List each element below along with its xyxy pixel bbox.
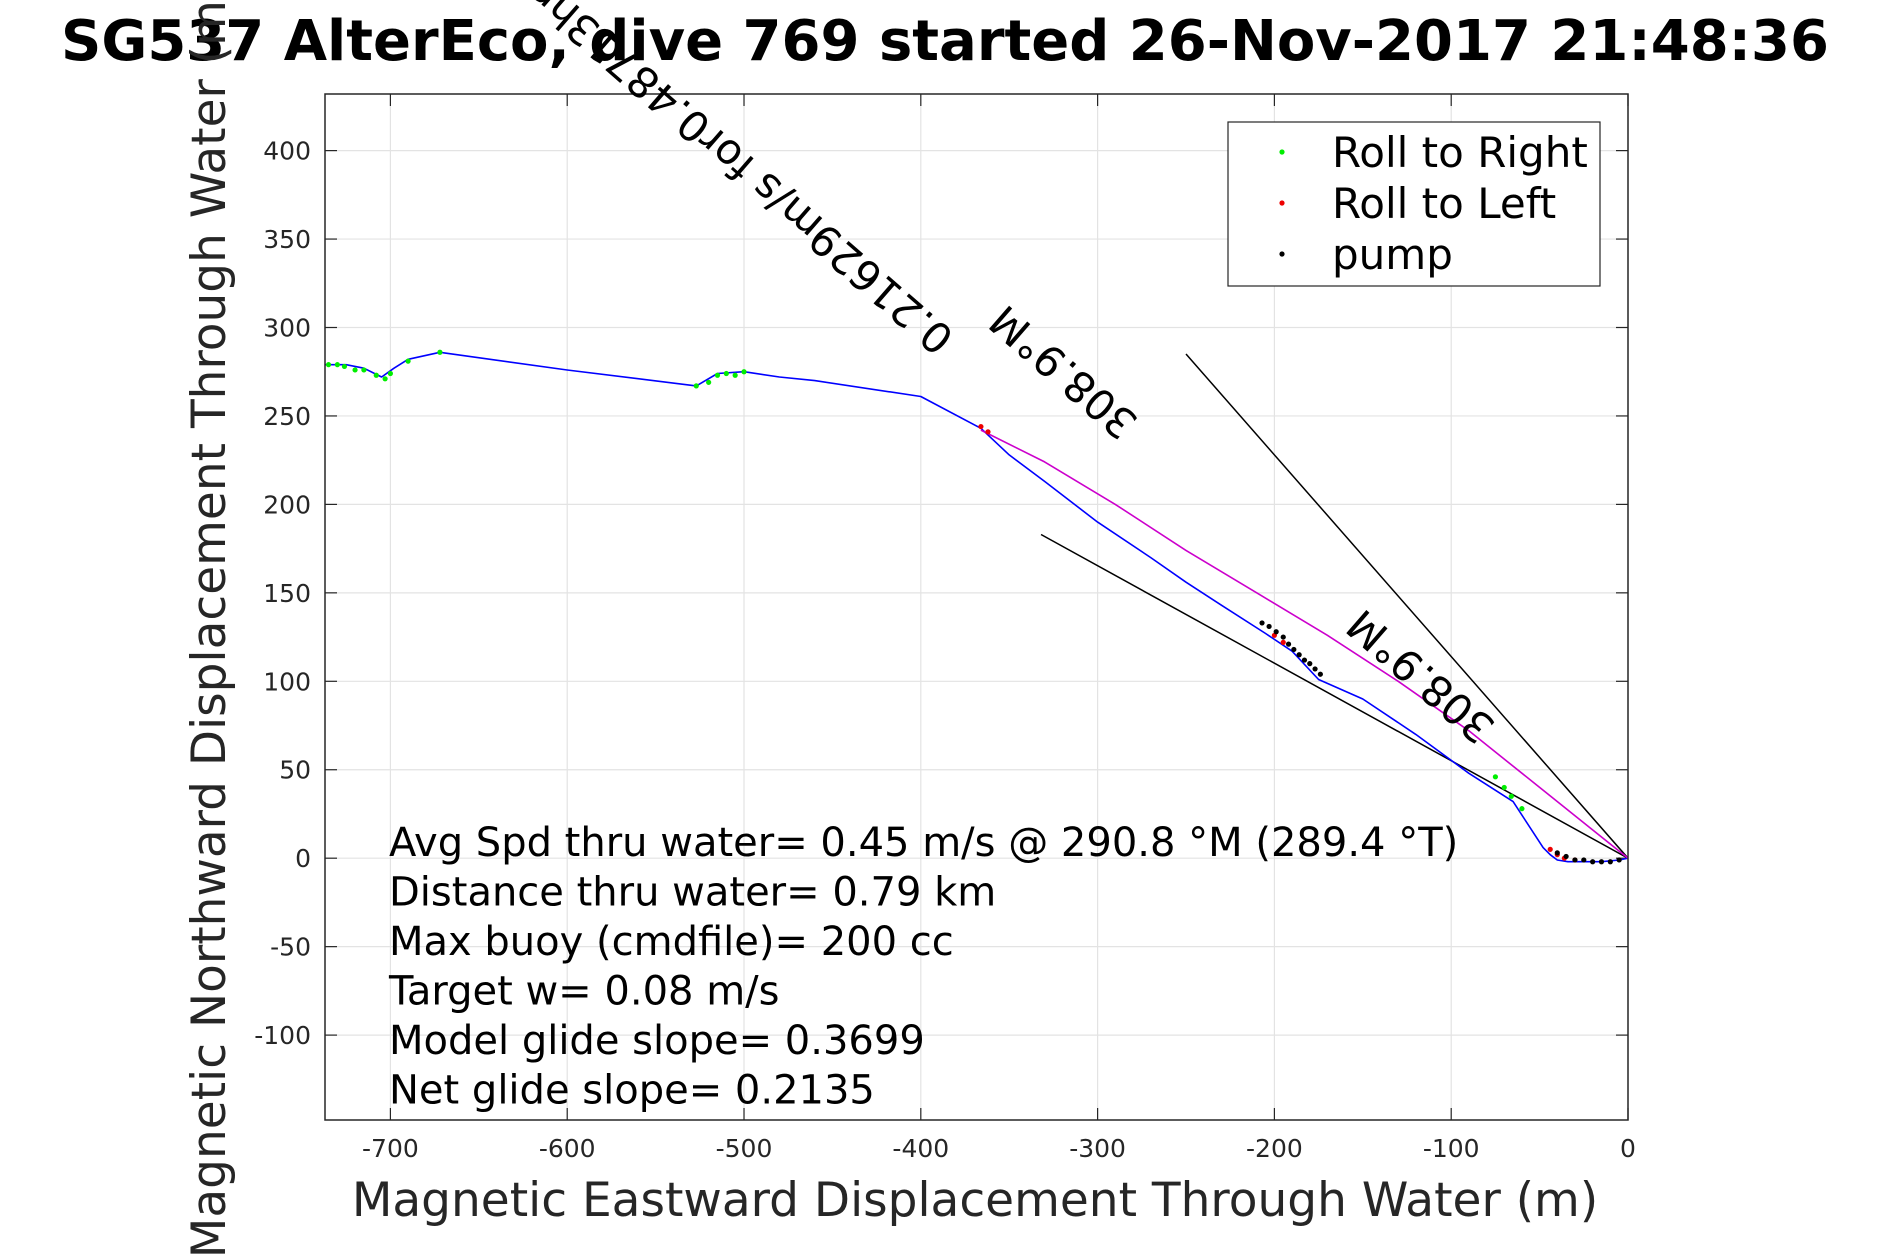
pump-point <box>1616 857 1622 863</box>
roll-left-point <box>978 423 984 430</box>
stats-line-3: Max buoy (cmdfile)= 200 cc <box>389 919 954 965</box>
y-tick-label: 300 <box>263 314 311 343</box>
reference-line-1 <box>1185 353 1628 859</box>
track-line-2 <box>980 429 1628 859</box>
stats-line-1: Avg Spd thru water= 0.45 m/s @ 290.8 °M … <box>389 820 1458 866</box>
pump-point <box>1572 857 1578 863</box>
legend-marker-2 <box>1279 200 1285 206</box>
pump-point <box>1291 646 1297 653</box>
y-axis-ticks: 400 350 300 250 200 150 100 50 0 -50 -100 <box>254 137 1628 1050</box>
y-tick-label: 400 <box>263 137 311 166</box>
pump-point <box>1259 620 1265 626</box>
roll-right-point <box>706 379 712 385</box>
pump-point <box>1607 859 1613 865</box>
pump-point <box>1296 652 1302 658</box>
roll-left-point <box>985 429 991 435</box>
plot-frame <box>324 93 1629 1121</box>
roll-left-point <box>1280 639 1286 645</box>
roll-right-point <box>1501 784 1507 791</box>
pump-point <box>1307 661 1313 667</box>
roll-right-point <box>723 370 729 377</box>
y-tick-label: 350 <box>263 225 311 254</box>
roll-right-point <box>437 349 443 355</box>
x-tick-label: -100 <box>1423 1134 1480 1163</box>
roll-right-point <box>1519 806 1525 812</box>
pump-point <box>1590 859 1596 865</box>
y-tick-label: 150 <box>263 579 311 608</box>
x-tick-label: -300 <box>1069 1134 1126 1163</box>
y-tick-label: 50 <box>279 756 311 785</box>
roll-right-point <box>325 362 332 368</box>
roll-right-point <box>1492 774 1499 780</box>
stats-annotation: Avg Spd thru water= 0.45 m/s @ 290.8 °M … <box>388 820 1458 1114</box>
x-tick-label: 0 <box>1620 1134 1636 1163</box>
x-tick-label: -500 <box>716 1134 773 1163</box>
y-tick-label: 200 <box>263 490 311 519</box>
legend-marker-3 <box>1279 251 1285 257</box>
pump-point <box>1563 853 1569 860</box>
x-tick-label: -700 <box>362 1134 419 1163</box>
roll-right-point <box>352 367 358 373</box>
y-tick-label: 100 <box>263 667 311 696</box>
pump-point <box>1273 629 1279 635</box>
roll-right-point <box>714 372 721 378</box>
pump-point <box>1266 623 1272 630</box>
y-tick-label: -50 <box>270 933 311 962</box>
track-line-1 <box>325 351 1628 863</box>
pump-point <box>1301 657 1308 663</box>
legend-label-2: Roll to Left <box>1332 179 1556 228</box>
roll-right-point <box>405 358 411 364</box>
roll-right-point <box>341 363 348 370</box>
roll-right-point <box>1508 793 1514 799</box>
pump-point <box>1280 634 1286 640</box>
roll-right-point <box>373 372 379 378</box>
stats-line-2: Distance thru water= 0.79 km <box>389 870 996 916</box>
x-tick-label: -400 <box>892 1134 949 1163</box>
x-tick-label: -200 <box>1246 1134 1303 1163</box>
stats-line-5: Model glide slope= 0.3699 <box>389 1018 925 1064</box>
reference-line-2 <box>1040 533 1628 859</box>
stats-line-6: Net glide slope= 0.2135 <box>389 1068 875 1114</box>
legend-box <box>1227 121 1601 287</box>
y-tick-label: -100 <box>254 1021 311 1050</box>
pump-point <box>1285 641 1292 647</box>
roll-right-point <box>334 362 340 368</box>
heading-annotation-1: 308.9°M <box>980 296 1146 449</box>
pump-point <box>1312 666 1318 672</box>
roll-left-point <box>1547 846 1553 852</box>
chart-title: SG537 AlterEco, dive 769 started 26-Nov-… <box>61 9 1829 74</box>
pump-point <box>1317 671 1323 677</box>
pump-point <box>1581 857 1587 863</box>
y-axis-label: Magnetic Northward Displacement Through … <box>182 0 237 1258</box>
roll-right-point <box>741 369 747 375</box>
roll-right-point <box>693 383 699 389</box>
y-tick-label: 250 <box>263 402 311 431</box>
pump-point <box>1554 850 1560 856</box>
roll-right-point <box>387 370 394 377</box>
x-tick-label: -600 <box>539 1134 596 1163</box>
legend-label-3: pump <box>1332 230 1453 279</box>
x-axis-ticks: -700 -600 -500 -400 -300 -200 -100 0 <box>362 94 1636 1163</box>
legend-label-1: Roll to Right <box>1332 128 1588 177</box>
legend-marker-1 <box>1279 149 1285 155</box>
plot-area <box>325 349 1628 865</box>
pump-point <box>1598 859 1605 865</box>
stats-line-4: Target w= 0.08 m/s <box>388 969 779 1015</box>
roll-right-point <box>382 376 388 382</box>
y-tick-label: 0 <box>295 844 311 873</box>
x-axis-label: Magnetic Eastward Displacement Through W… <box>352 1173 1598 1228</box>
roll-right-point <box>732 372 738 378</box>
roll-right-point <box>361 367 367 373</box>
